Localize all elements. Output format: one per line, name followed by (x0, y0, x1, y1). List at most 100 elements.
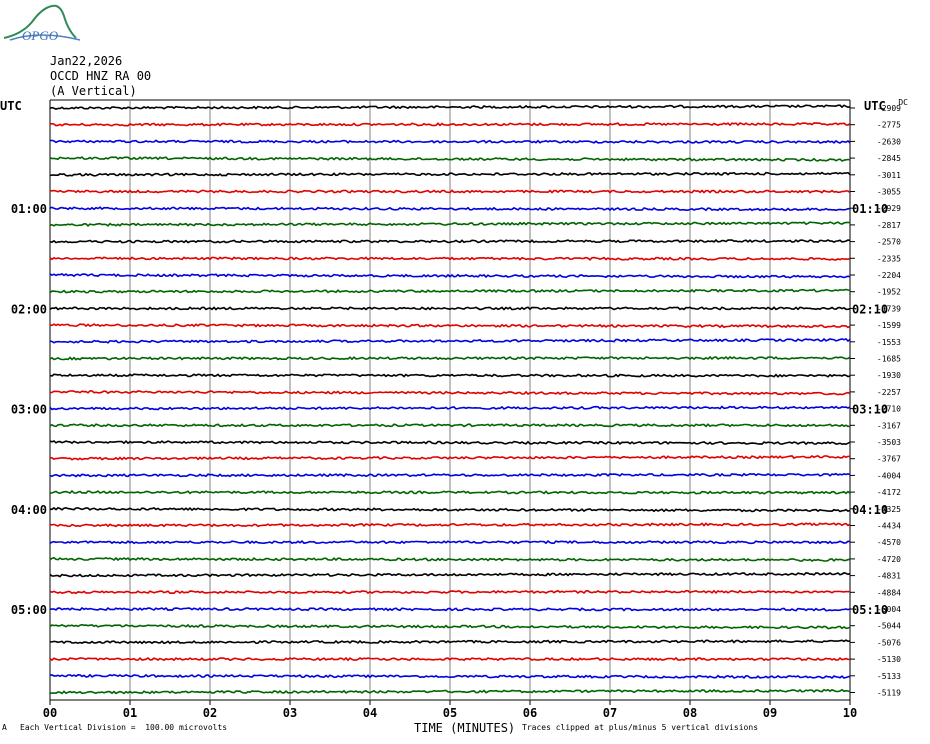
seismic-trace (49, 606, 851, 612)
seismic-trace (49, 122, 851, 127)
seismic-trace (49, 104, 851, 110)
dc-offset-label: -2845 (877, 154, 901, 163)
dc-offset-label: -1553 (877, 338, 901, 347)
seismic-trace (49, 238, 851, 244)
x-axis-title: TIME (MINUTES) (414, 721, 516, 735)
seismic-trace (49, 639, 851, 645)
dc-offset-label: -5133 (877, 672, 901, 681)
dc-offset-label: -4570 (877, 538, 901, 547)
seismic-trace (49, 589, 851, 595)
dc-offset-label: -5076 (877, 638, 901, 647)
dc-offset-label: -4325 (877, 505, 901, 514)
seismic-trace (49, 189, 851, 194)
right-utc-label: UTC (864, 99, 886, 113)
dc-offset-label: -3011 (877, 171, 901, 180)
left-utc-label: UTC (0, 99, 22, 113)
seismic-trace (49, 688, 851, 695)
dc-offset-label: -3167 (877, 421, 901, 430)
dc-offset-label: -5130 (877, 655, 901, 664)
dc-offset-label: -2817 (877, 221, 901, 230)
dc-offset-label: -1739 (877, 304, 901, 313)
right-time-label: 01:10 (852, 202, 888, 216)
dc-offset-label: -3055 (877, 188, 901, 197)
dc-offset-label: -2257 (877, 388, 901, 397)
seismic-trace (49, 373, 851, 378)
dc-offset-label: -4884 (877, 588, 901, 597)
dc-offset-label: -2570 (877, 238, 901, 247)
dc-offset-label: -3767 (877, 455, 901, 464)
seismic-trace (49, 571, 851, 578)
right-time-label: 02:10 (852, 302, 888, 316)
dc-offset-label: -1952 (877, 288, 901, 297)
dc-offset-label: -2335 (877, 254, 901, 263)
seismic-trace (49, 623, 851, 630)
x-tick-label: 08 (683, 706, 697, 720)
dc-offset-label: -5119 (877, 689, 901, 698)
x-tick-label: 02 (203, 706, 217, 720)
seismic-trace (49, 256, 851, 261)
seismic-trace (49, 221, 851, 228)
seismic-trace (49, 472, 851, 478)
seismic-trace (49, 405, 851, 411)
x-tick-label: 03 (283, 706, 297, 720)
clip-note: Traces clipped at plus/minus 5 vertical … (522, 723, 759, 732)
right-time-label: 04:10 (852, 503, 888, 517)
seismic-trace (49, 355, 851, 361)
seismic-trace (49, 489, 851, 495)
left-time-label: 01:00 (11, 202, 47, 216)
right-time-label: 05:10 (852, 603, 888, 617)
seismic-trace (49, 306, 851, 311)
x-tick-label: 09 (763, 706, 777, 720)
seismic-trace (49, 423, 851, 428)
logo-swoosh-icon (9, 34, 81, 41)
left-time-label: 04:00 (11, 503, 47, 517)
seismic-trace (49, 673, 851, 679)
x-tick-label: 01 (123, 706, 137, 720)
dc-offset-label: -2630 (877, 137, 901, 146)
dc-offset-label: -2710 (877, 405, 901, 414)
seismic-trace (49, 556, 851, 562)
seismic-trace (49, 272, 851, 279)
dc-offset-label: -2204 (877, 271, 901, 280)
dc-offset-label: -4172 (877, 488, 901, 497)
dc-offset-label: -3503 (877, 438, 901, 447)
seismic-trace (49, 171, 851, 177)
logo-text: OPGO (22, 28, 59, 43)
left-time-label: 03:00 (11, 403, 47, 417)
x-tick-label: 04 (363, 706, 377, 720)
seismic-trace (49, 337, 851, 344)
header-date: Jan22,2026 (50, 54, 123, 68)
dc-offset-label: -4434 (877, 522, 901, 531)
dc-offset-label: -2929 (877, 204, 901, 213)
seismic-trace (49, 323, 851, 329)
seismic-trace (49, 390, 851, 396)
x-tick-label: 05 (443, 706, 457, 720)
opgo-logo: OPGO (3, 4, 81, 43)
x-tick-label: 00 (43, 706, 57, 720)
seismic-trace (49, 540, 851, 545)
dc-offset-label: -4004 (877, 471, 901, 480)
seismic-trace (49, 206, 851, 212)
x-tick-label: 07 (603, 706, 617, 720)
seismic-trace (49, 156, 851, 162)
dc-offset-label: -5044 (877, 622, 901, 631)
seismic-trace (49, 656, 851, 662)
dc-offset-label: -1685 (877, 355, 901, 364)
seismic-trace (49, 288, 851, 294)
left-time-label: 02:00 (11, 302, 47, 316)
seismic-trace (49, 439, 851, 446)
x-tick-label: 10 (843, 706, 857, 720)
dc-offset-label: -5004 (877, 605, 901, 614)
dc-offset-label: -4720 (877, 555, 901, 564)
dc-offset-label: -1599 (877, 321, 901, 330)
dc-offset-label: -2775 (877, 121, 901, 130)
division-note: Each Vertical Division = 100.00 microvol… (20, 723, 228, 732)
header-station: OCCD HNZ RA 00 (50, 69, 152, 83)
right-time-label: 03:10 (852, 403, 888, 417)
seismic-trace (49, 522, 851, 528)
header-component: (A Vertical) (50, 84, 137, 98)
x-tick-label: 06 (523, 706, 537, 720)
seismic-trace (49, 139, 851, 144)
seismic-trace (50, 506, 851, 513)
